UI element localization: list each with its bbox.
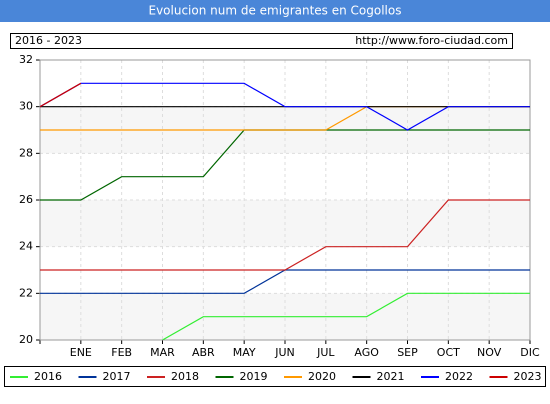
plot: ENE FEB MAR ABR MAY JUN JUL AGO SEP OCT NOV DIC 20 22…: [19, 53, 540, 359]
x-tick-label: ENE: [70, 346, 92, 359]
x-tick-label: ABR: [192, 346, 215, 359]
x-tick-label: OCT: [437, 346, 460, 359]
header-box: [10, 33, 513, 49]
series-line: [40, 82, 82, 108]
legend-label: 2020: [308, 370, 336, 383]
x-tick-label: NOV: [477, 346, 502, 359]
x-tick-label: MAY: [233, 346, 256, 359]
period: 2016 - 2023: [15, 34, 82, 47]
series-line: [40, 82, 530, 131]
legend-label: 2017: [103, 370, 131, 383]
x-tick-label: DIC: [520, 346, 540, 359]
y-tick-label: 30: [19, 100, 33, 113]
source: http://www.foro-ciudad.com: [355, 34, 508, 47]
x-tick-label: AGO: [354, 346, 379, 359]
legend: 2016 2017 2018 2019 2020 2021 2022 2023: [10, 370, 542, 383]
x-tick-label: JUL: [316, 346, 335, 359]
legend-label: 2016: [34, 370, 62, 383]
y-tick-label: 26: [19, 193, 33, 206]
x-tick-label: JUN: [274, 346, 295, 359]
x-tick-label: SEP: [397, 346, 418, 359]
series-line: [162, 292, 530, 340]
series-lines: [40, 82, 530, 340]
legend-label: 2022: [445, 370, 473, 383]
y-tick-label: 24: [19, 240, 33, 253]
legend-label: 2019: [240, 370, 268, 383]
legend-label: 2021: [377, 370, 405, 383]
y-tick-label: 28: [19, 146, 33, 159]
legend-label: 2023: [514, 370, 542, 383]
y-tick-label: 20: [19, 333, 33, 346]
chart-title: Evolucion num de emigrantes en Cogollos: [148, 4, 401, 18]
y-tick-label: 32: [19, 53, 33, 66]
legend-box: [4, 366, 546, 387]
legend-label: 2018: [171, 370, 199, 383]
x-tick-label: FEB: [111, 346, 132, 359]
series-line: [40, 199, 530, 271]
title-bar: [0, 0, 550, 22]
x-tick-label: MAR: [150, 346, 175, 359]
y-tick-label: 22: [19, 286, 33, 299]
